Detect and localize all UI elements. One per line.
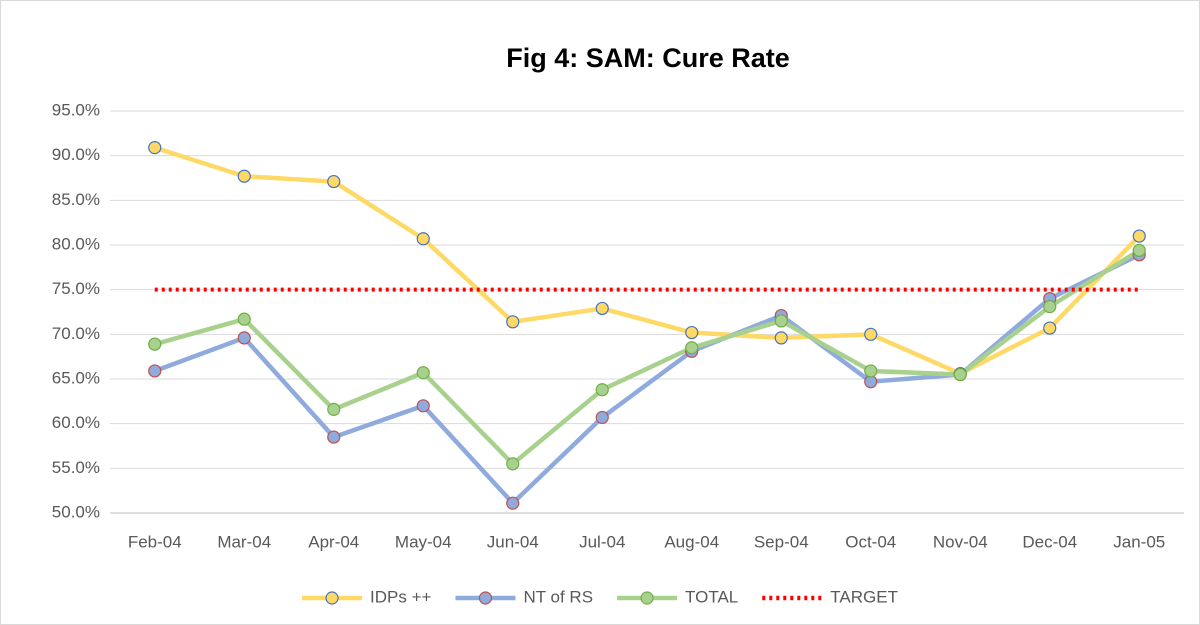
data-point — [1043, 321, 1057, 335]
data-point — [1043, 300, 1057, 314]
data-point — [864, 327, 878, 341]
data-point — [774, 331, 788, 345]
data-point — [685, 325, 699, 340]
x-tick-label: May-04 — [395, 532, 452, 551]
series-line — [154, 145, 1141, 376]
data-point — [148, 141, 162, 155]
data-point — [1132, 229, 1146, 243]
chart-title: Fig 4: SAM: Cure Rate — [506, 43, 790, 73]
data-point — [237, 169, 251, 183]
data-point — [685, 341, 699, 355]
data-point — [237, 312, 251, 326]
data-point — [864, 364, 878, 378]
y-tick-label: 70.0% — [52, 324, 100, 343]
legend-marker — [325, 591, 339, 605]
x-tick-label: Aug-04 — [664, 532, 719, 551]
x-tick-label: Nov-04 — [933, 532, 988, 551]
series-line — [154, 248, 1141, 467]
y-tick-label: 85.0% — [52, 190, 100, 209]
x-tick-label: Feb-04 — [128, 532, 182, 551]
y-tick-label: 65.0% — [52, 368, 100, 387]
x-tick-label: Mar-04 — [217, 532, 271, 551]
x-tick-label: Dec-04 — [1022, 532, 1077, 551]
x-tick-label: Apr-04 — [308, 532, 359, 551]
y-tick-label: 80.0% — [52, 234, 100, 253]
data-point — [595, 410, 609, 425]
y-tick-label: 55.0% — [52, 458, 100, 477]
y-tick-label: 60.0% — [52, 413, 100, 432]
legend-marker — [478, 591, 493, 605]
y-tick-label: 75.0% — [52, 279, 100, 298]
x-tick-label: Jun-04 — [487, 532, 539, 551]
data-point — [416, 366, 430, 380]
legend-label: NT of RS — [523, 587, 593, 606]
data-point — [327, 430, 341, 444]
data-point — [506, 457, 520, 471]
data-point — [506, 496, 520, 510]
legend-marker — [640, 591, 654, 605]
data-point — [327, 402, 341, 416]
data-point — [1132, 243, 1146, 257]
legend-label: TOTAL — [685, 587, 738, 606]
data-point — [595, 383, 609, 397]
y-tick-label: 50.0% — [52, 502, 100, 521]
x-tick-label: Sep-04 — [754, 532, 809, 551]
data-point — [506, 315, 520, 329]
legend-label: TARGET — [830, 587, 898, 606]
data-point — [148, 337, 162, 351]
data-point — [774, 314, 788, 328]
data-point — [327, 174, 341, 189]
data-point — [595, 301, 609, 316]
data-point — [416, 399, 430, 413]
data-point — [148, 364, 162, 378]
x-tick-label: Oct-04 — [845, 532, 896, 551]
data-point — [416, 232, 430, 246]
y-tick-label: 95.0% — [52, 100, 100, 119]
x-tick-label: Jan-05 — [1113, 532, 1165, 551]
legend-label: IDPs ++ — [370, 587, 431, 606]
y-tick-label: 90.0% — [52, 145, 100, 164]
x-tick-label: Jul-04 — [579, 532, 625, 551]
data-point — [953, 367, 967, 382]
data-point — [237, 331, 251, 345]
